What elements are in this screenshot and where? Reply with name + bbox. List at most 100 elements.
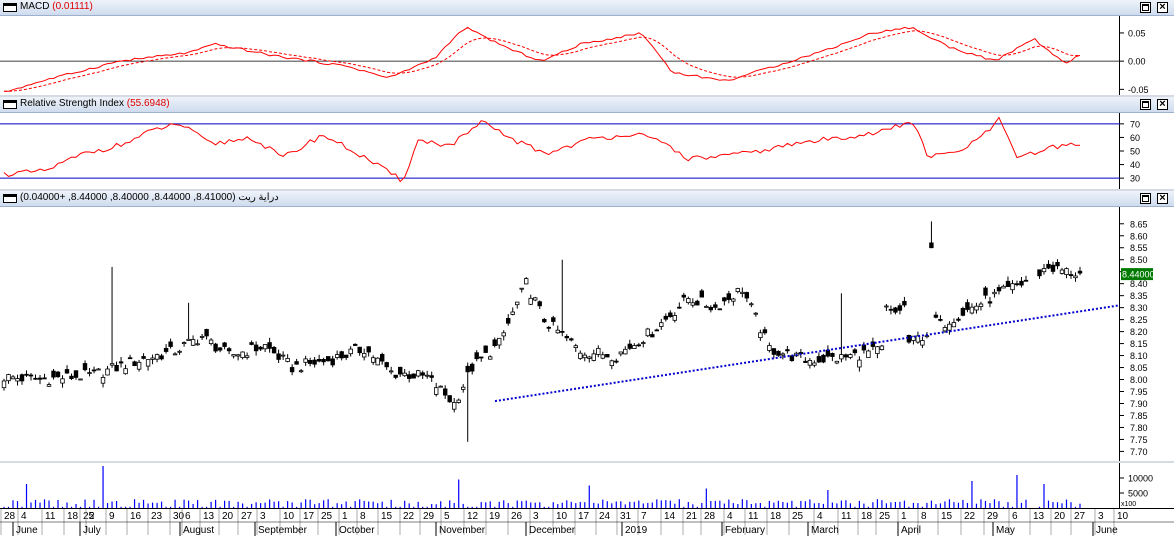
rsi-axis: 70 60 50 40 30: [1120, 113, 1174, 189]
candle-body: [361, 352, 367, 358]
tick-label: 7.75: [1130, 435, 1148, 445]
day-label: 18: [770, 511, 782, 522]
rsi-title: Relative Strength Index (55.6948): [20, 98, 170, 109]
tick-label: 8.60: [1130, 231, 1148, 241]
candle-body: [114, 364, 119, 372]
candle-body: [388, 370, 394, 373]
candle-body: [213, 343, 218, 352]
rsi-chart: [0, 116, 1120, 183]
candle-body: [938, 319, 943, 321]
candle-body: [515, 301, 520, 306]
day-label: 26: [511, 511, 523, 522]
candle-body: [974, 305, 979, 311]
rsi-plot: [0, 113, 1120, 189]
month-label: July: [83, 525, 101, 536]
candle-body: [681, 294, 686, 298]
tick-label: 5000: [1128, 489, 1148, 499]
candle-body: [960, 308, 966, 316]
candle-body: [776, 350, 781, 356]
candle-body: [24, 373, 29, 376]
candle-body: [582, 354, 587, 359]
day-label: 7: [641, 511, 647, 522]
day-label: 1: [901, 511, 907, 522]
day-label: 17: [303, 511, 315, 522]
day-label: 19: [489, 511, 501, 522]
separator[interactable]: [0, 95, 1174, 98]
month-label: 2019: [625, 525, 648, 536]
day-label: 25: [83, 511, 95, 522]
day-label: 21: [686, 511, 698, 522]
price-axis: 8.658.608.558.508.458.408.358.308.258.20…: [1120, 207, 1174, 461]
candle-body: [758, 332, 763, 339]
close-icon[interactable]: ×: [1157, 193, 1168, 204]
candle-body: [379, 353, 385, 362]
candle-body: [226, 348, 232, 352]
day-label: 27: [241, 511, 253, 522]
candle-body: [902, 301, 907, 306]
month-label: October: [339, 525, 375, 536]
month-label: December: [529, 525, 576, 536]
candle-body: [650, 334, 655, 338]
candle-body: [82, 363, 88, 371]
candle-body: [73, 370, 79, 378]
tick-label: 7.95: [1130, 387, 1148, 397]
month-label: August: [183, 525, 214, 536]
maximize-icon[interactable]: [1140, 2, 1151, 13]
day-label: 24: [599, 511, 611, 522]
tick-label: 8.00: [1130, 375, 1148, 385]
candle-body: [150, 357, 155, 360]
day-label: 3: [533, 511, 539, 522]
candle-body: [600, 354, 605, 359]
day-label: 13: [203, 511, 215, 522]
candle-body: [447, 395, 452, 403]
candle-body: [911, 335, 916, 341]
candle-body: [816, 356, 822, 363]
month-label: February: [725, 525, 765, 536]
separator[interactable]: [0, 461, 1174, 464]
day-label: 16: [130, 511, 142, 522]
candle-body: [744, 292, 749, 299]
candle-body: [289, 367, 295, 373]
day-label: 22: [403, 511, 415, 522]
month-label: March: [811, 525, 839, 536]
candle-body: [636, 344, 641, 347]
day-label: 15: [941, 511, 953, 522]
candle-body: [951, 322, 957, 328]
candle-body: [956, 318, 961, 321]
rsi-value: (55.6948): [126, 98, 170, 109]
candle-body: [136, 361, 142, 370]
candle-body: [996, 287, 1002, 292]
candle-body: [420, 372, 425, 376]
maximize-icon[interactable]: [1140, 99, 1151, 110]
day-label: 22: [964, 511, 976, 522]
close-icon[interactable]: ×: [1157, 2, 1168, 13]
day-label: 18: [67, 511, 79, 522]
candle-body: [591, 353, 596, 361]
close-icon[interactable]: ×: [1157, 99, 1168, 110]
day-label: 8: [921, 511, 927, 522]
candle-body: [641, 342, 646, 345]
day-label: 11: [748, 511, 759, 522]
candle-body: [51, 370, 56, 378]
candle-body: [478, 356, 484, 359]
candle-body: [672, 315, 677, 321]
candle-body: [929, 242, 934, 249]
candle-body: [316, 358, 322, 362]
trendline: [494, 304, 1121, 403]
tick-label: 0.00: [1128, 57, 1146, 67]
candle-body: [235, 354, 241, 357]
day-label: 27: [1074, 511, 1086, 522]
separator[interactable]: [0, 189, 1174, 192]
volume-axis-labels: 10000 5000 x100: [1120, 474, 1153, 508]
candle-body: [587, 356, 592, 359]
day-label: 6: [185, 511, 191, 522]
maximize-icon[interactable]: [1140, 193, 1151, 204]
candle-body: [451, 402, 457, 410]
price-axis-labels: 8.658.608.558.508.458.408.358.308.258.20…: [1120, 219, 1155, 457]
day-label: 4: [727, 511, 733, 522]
day-label: 25: [321, 511, 333, 522]
candle-body: [339, 351, 344, 359]
day-label: 1: [342, 511, 348, 522]
month-label: November: [439, 525, 486, 536]
candle-body: [1001, 285, 1006, 289]
